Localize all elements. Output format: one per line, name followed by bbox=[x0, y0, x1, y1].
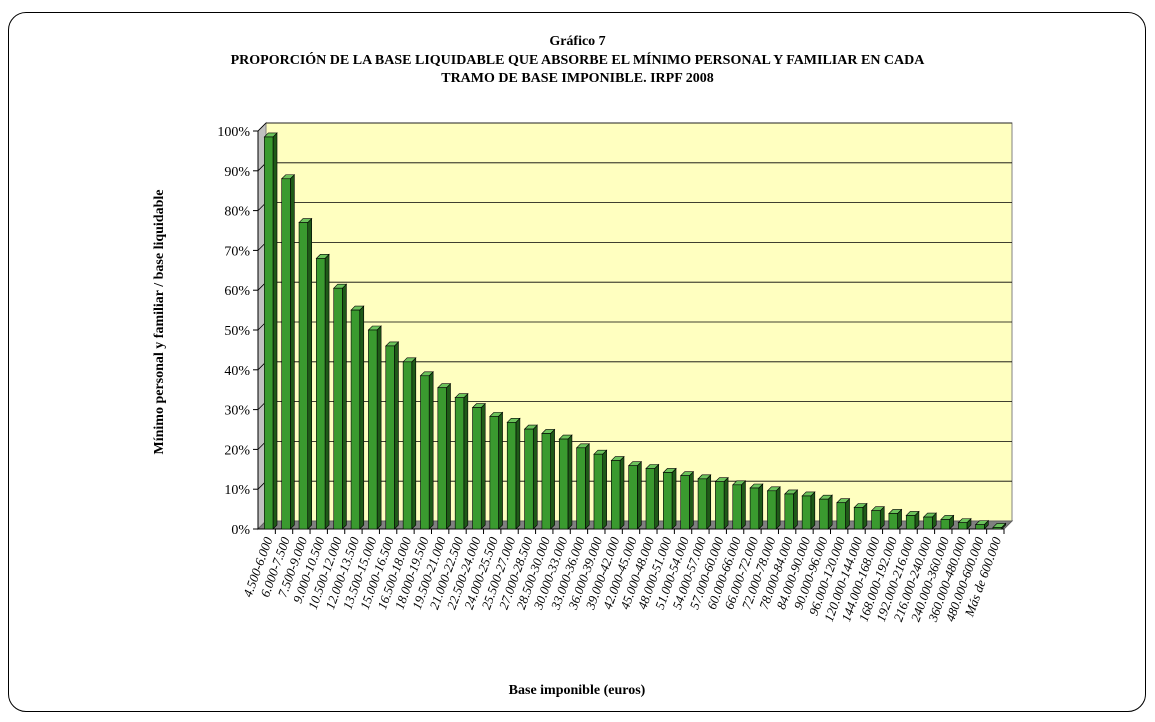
bar-side bbox=[342, 283, 347, 530]
bar bbox=[524, 428, 534, 530]
bar bbox=[281, 178, 291, 530]
bar bbox=[264, 136, 274, 530]
bar bbox=[402, 361, 413, 530]
bar-side bbox=[290, 174, 295, 530]
y-tick-label: 0% bbox=[231, 523, 250, 538]
bar-side bbox=[619, 455, 625, 530]
bar-side bbox=[394, 341, 399, 530]
bar bbox=[611, 460, 621, 530]
bar-side bbox=[845, 498, 850, 530]
bar bbox=[298, 222, 309, 530]
bar bbox=[957, 522, 968, 530]
bar-side bbox=[689, 470, 694, 530]
bar bbox=[871, 510, 881, 530]
bar bbox=[506, 422, 517, 530]
bar-side bbox=[758, 483, 764, 530]
bar-side bbox=[827, 494, 833, 530]
bar-side bbox=[723, 476, 729, 530]
bar bbox=[368, 329, 378, 530]
bar bbox=[697, 478, 708, 530]
bar-side bbox=[793, 489, 798, 530]
bar bbox=[593, 453, 603, 530]
bar bbox=[645, 468, 655, 530]
bar-side bbox=[428, 371, 434, 530]
bar bbox=[680, 475, 690, 530]
bar-side bbox=[741, 480, 746, 530]
bar-side bbox=[359, 305, 365, 530]
chart-title-line1: Gráfico 7 bbox=[549, 34, 606, 49]
y-tick-label: 30% bbox=[224, 404, 250, 419]
x-axis-label: Base imponible (euros) bbox=[509, 683, 646, 698]
bar bbox=[975, 524, 985, 530]
bar bbox=[784, 493, 794, 530]
bar bbox=[385, 345, 395, 530]
bar bbox=[350, 309, 361, 530]
y-axis-label: Mínimo personal y familiar / base liquid… bbox=[152, 190, 167, 455]
bar bbox=[767, 490, 777, 530]
bar-side bbox=[463, 392, 469, 530]
bar-side bbox=[810, 491, 816, 530]
bar bbox=[316, 258, 326, 530]
chart-title-line2: PROPORCIÓN DE LA BASE LIQUIDABLE QUE ABS… bbox=[230, 53, 925, 68]
bar bbox=[558, 438, 569, 530]
bar-side bbox=[550, 428, 555, 530]
bar bbox=[541, 433, 551, 530]
chart-title-line3: TRAMO DE BASE IMPONIBLE. IRPF 2008 bbox=[441, 71, 714, 86]
bar bbox=[853, 507, 864, 530]
bar-side bbox=[775, 486, 781, 530]
bar bbox=[888, 513, 898, 530]
bar-side bbox=[498, 411, 503, 530]
y-tick-label: 80% bbox=[224, 205, 250, 220]
y-tick-label: 100% bbox=[217, 125, 250, 140]
y-tick-label: 50% bbox=[224, 324, 250, 339]
bar-side bbox=[671, 467, 677, 530]
bar bbox=[420, 375, 430, 530]
y-tick-label: 90% bbox=[224, 165, 250, 180]
bar-side bbox=[567, 434, 573, 530]
y-tick-label: 20% bbox=[224, 443, 250, 458]
bar-side bbox=[272, 132, 278, 530]
bar-side bbox=[411, 357, 417, 530]
y-tick-label: 70% bbox=[224, 244, 250, 259]
bar bbox=[437, 387, 447, 530]
bar bbox=[576, 447, 586, 530]
bar-side bbox=[532, 424, 538, 530]
bar-side bbox=[637, 460, 642, 530]
bar bbox=[732, 484, 742, 530]
bar bbox=[905, 515, 916, 530]
bar-side bbox=[602, 449, 607, 530]
bar bbox=[489, 416, 499, 530]
bar bbox=[663, 472, 673, 530]
y-tick-label: 40% bbox=[224, 364, 250, 379]
bar bbox=[472, 407, 482, 530]
bar bbox=[715, 481, 725, 530]
bar-side bbox=[446, 382, 451, 530]
bar bbox=[749, 487, 760, 530]
bar-side bbox=[515, 417, 521, 530]
bar bbox=[819, 498, 829, 530]
bar bbox=[923, 516, 933, 530]
bar bbox=[940, 519, 950, 530]
y-tick-label: 10% bbox=[224, 483, 250, 498]
bar-side bbox=[654, 463, 659, 530]
bar-side bbox=[480, 402, 486, 530]
bar bbox=[333, 287, 343, 530]
gridline-side bbox=[257, 122, 267, 132]
bar bbox=[628, 465, 638, 530]
bar bbox=[992, 527, 1002, 530]
bar-side bbox=[584, 443, 590, 530]
y-tick-label: 60% bbox=[224, 284, 250, 299]
bar-side bbox=[307, 217, 313, 530]
bar bbox=[801, 495, 812, 530]
bar-side bbox=[376, 325, 382, 530]
bar-side bbox=[706, 474, 712, 530]
bar bbox=[836, 502, 846, 530]
bar bbox=[454, 397, 465, 530]
bar-side bbox=[324, 253, 330, 530]
